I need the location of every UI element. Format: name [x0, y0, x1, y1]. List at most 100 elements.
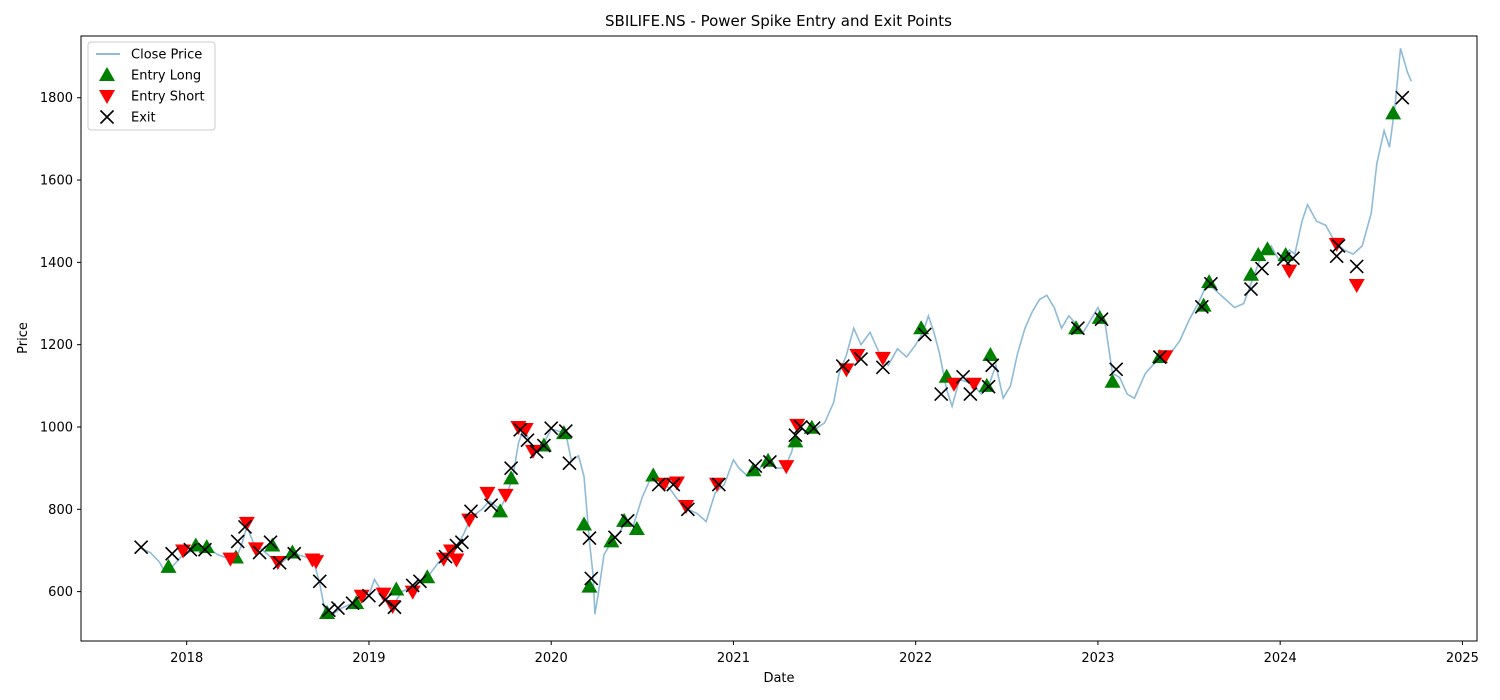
exit-marker: [584, 571, 599, 586]
entry-short-marker: [479, 486, 496, 501]
x-axis-label: Date: [763, 671, 794, 686]
entry-short-marker: [789, 418, 806, 433]
exit-marker: [513, 422, 528, 437]
entry-short-marker: [448, 553, 465, 568]
entry-long-marker: [419, 569, 436, 584]
entry-long-marker: [1243, 266, 1260, 281]
x-tick-label: 2025: [1446, 651, 1479, 666]
exit-marker: [1070, 321, 1085, 336]
exit-marker: [1152, 349, 1167, 365]
x-tick-label: 2019: [352, 651, 385, 666]
y-tick-label: 600: [48, 585, 73, 600]
x-tick-label: 2024: [1264, 651, 1297, 666]
exit-marker: [835, 359, 850, 374]
exit-marker: [544, 421, 559, 436]
exit-marker: [1094, 312, 1109, 327]
entry-long-marker: [160, 558, 177, 573]
entry-short-marker: [709, 477, 726, 492]
exit-marker: [230, 534, 245, 549]
exit-marker: [806, 421, 821, 436]
plot-frame: [80, 35, 1478, 642]
x-axis: 2018 2019 2020 2021 2022 2023 2024 2025: [170, 641, 1479, 666]
entry-short-marker: [435, 552, 452, 567]
exit-marker: [197, 542, 212, 557]
plot-area: [81, 36, 1477, 641]
legend-swatch-entry-long: [99, 67, 115, 81]
exit-marker: [875, 360, 890, 375]
exit-marker: [520, 433, 535, 448]
exit-marker: [134, 540, 149, 555]
exit-marker: [748, 459, 763, 474]
legend-box: [87, 41, 216, 131]
entry-long-marker: [503, 470, 520, 485]
exit-marker: [321, 603, 336, 618]
entry-long-marker: [616, 512, 633, 527]
exit-marker: [620, 513, 635, 528]
exit-marker: [853, 352, 869, 367]
exit-marker: [1349, 259, 1364, 274]
legend: Close Price Entry Long Entry Short Exit: [87, 41, 216, 131]
entry-short-marker: [524, 444, 541, 459]
exit-marker: [582, 531, 597, 546]
x-tick-label: 2021: [717, 651, 750, 666]
exit-marker: [330, 601, 346, 616]
exit-marker: [504, 461, 519, 476]
exit-marker: [263, 535, 278, 550]
entry-short-marker: [1348, 278, 1365, 293]
entry-short-marker: [175, 544, 192, 559]
exit-marker: [312, 574, 327, 589]
exit-marker: [361, 588, 377, 603]
exit-marker: [272, 555, 287, 570]
exit-marker: [438, 549, 453, 564]
exit-marker: [985, 358, 1000, 373]
legend-label: Close Price: [131, 48, 202, 63]
exit-marker: [483, 498, 499, 513]
exit-marker: [1395, 90, 1410, 105]
exit-marker: [711, 477, 726, 492]
y-tick-label: 1000: [40, 420, 73, 435]
y-tick-label: 1400: [40, 256, 73, 271]
entry-short-marker: [966, 377, 983, 392]
entry-long-marker: [198, 539, 215, 554]
exit-marker: [536, 438, 551, 453]
legend-label: Entry Short: [131, 90, 205, 105]
exit-marker: [387, 600, 402, 615]
entry-long-marker: [628, 521, 645, 536]
plot-layer: [134, 48, 1413, 620]
exit-marker: [183, 542, 198, 557]
exit-marker: [1254, 261, 1270, 276]
exit-marker: [651, 477, 666, 492]
exit-marker: [981, 379, 996, 394]
x-tick-label: 2018: [170, 651, 203, 666]
entry-short-marker: [1281, 264, 1298, 279]
entry-long-marker: [913, 320, 930, 335]
entry-short-marker: [375, 587, 392, 602]
exit-marker: [412, 574, 428, 589]
entry-short-marker: [874, 351, 891, 366]
entry-long-marker: [1385, 105, 1402, 120]
entry-long-marker: [787, 433, 804, 448]
exit-marker: [237, 519, 253, 535]
y-tick-label: 1200: [40, 338, 73, 353]
exit-marker: [666, 477, 681, 492]
entry-long-marker: [581, 578, 598, 593]
entry-short-marker: [269, 555, 286, 570]
exit-marker: [762, 454, 777, 470]
exit-marker: [405, 578, 420, 593]
entry-long-marker: [1259, 241, 1276, 256]
entry-short-marker: [497, 488, 514, 503]
entry-short-marker: [517, 423, 534, 438]
y-axis: 600 800 1000 1200 1400 1600 1800: [40, 91, 81, 600]
entry-short-marker: [656, 477, 673, 492]
exit-marker: [956, 369, 971, 384]
exit-marker: [1203, 276, 1218, 291]
y-tick-label: 1800: [40, 91, 73, 106]
legend-swatch-entry-short: [99, 90, 115, 104]
chart-title: SBILIFE.NS - Power Spike Entry and Exit …: [605, 12, 952, 30]
exit-marker: [558, 424, 573, 439]
exit-marker: [934, 386, 949, 402]
entry-long-marker: [492, 503, 509, 518]
exit-marker: [378, 592, 393, 607]
exit-marker: [1243, 282, 1259, 297]
